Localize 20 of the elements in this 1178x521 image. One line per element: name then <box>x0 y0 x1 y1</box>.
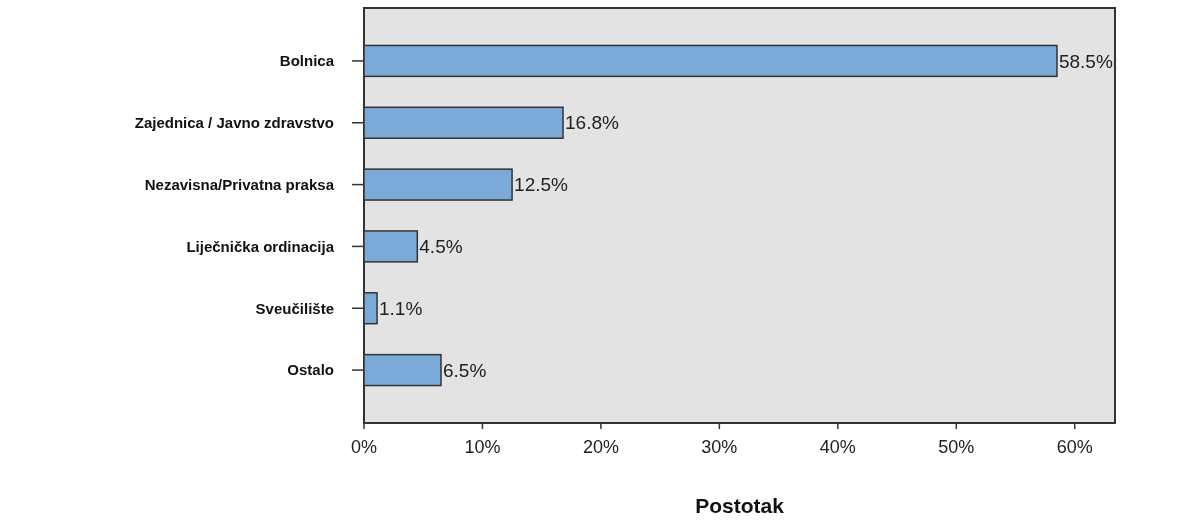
x-tick-label: 40% <box>819 437 856 457</box>
x-tick-label: 20% <box>582 437 619 457</box>
x-tick-label: 60% <box>1056 437 1093 457</box>
y-tick-label: Liječnička ordinacija <box>186 237 335 255</box>
y-tick-label: Sveučilište <box>255 299 334 317</box>
x-tick-label: 10% <box>464 437 501 457</box>
y-tick-label: Nezavisna/Privatna praksa <box>144 175 335 193</box>
x-axis-title: Postotak <box>695 494 785 517</box>
y-tick-label: Ostalo <box>287 361 334 379</box>
y-tick-label: Zajednica / Javno zdravstvo <box>134 114 334 131</box>
data-label: 4.5% <box>419 236 463 258</box>
x-tick-label: 30% <box>701 437 738 457</box>
data-label: 58.5% <box>1058 50 1113 72</box>
y-tick-label: Bolnica <box>279 52 335 70</box>
data-label: 1.1% <box>379 297 423 319</box>
data-label: 6.5% <box>443 359 487 381</box>
data-label: 12.5% <box>514 174 569 196</box>
data-label: 16.8% <box>565 112 619 134</box>
x-tick-label: 50% <box>938 437 975 457</box>
x-tick-label: 0% <box>350 437 378 457</box>
